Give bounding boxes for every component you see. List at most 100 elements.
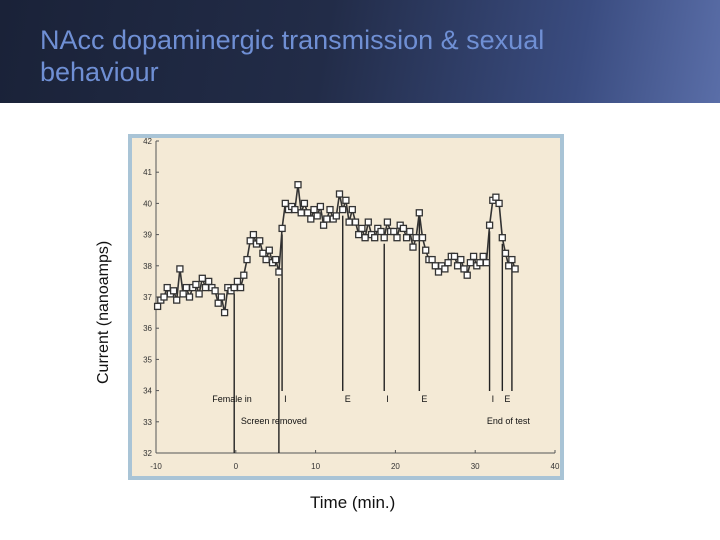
data-point	[294, 181, 302, 189]
data-point	[482, 259, 491, 267]
data-point	[249, 230, 258, 239]
data-point	[351, 218, 360, 226]
data-point	[428, 255, 436, 264]
data-point	[220, 308, 229, 317]
data-point	[431, 262, 439, 270]
data-point	[176, 265, 184, 273]
current-time-chart: 32 33 34 35 36 37 38 39 40 41 42 -10 0 10 20 30 40 Female…	[128, 134, 564, 480]
x-tick-label: 30	[471, 462, 480, 471]
data-point	[211, 287, 219, 295]
data-point	[469, 252, 478, 261]
data-point	[278, 224, 286, 233]
data-point	[355, 230, 363, 239]
data-point	[281, 199, 289, 208]
data-point	[377, 227, 385, 236]
y-axis-label: Current (nanoamps)	[95, 240, 112, 384]
event-label: End of test	[487, 416, 531, 426]
event-label: E	[504, 394, 510, 404]
event-label: I	[284, 394, 287, 404]
data-point	[444, 259, 452, 267]
event-label: I	[492, 394, 495, 404]
data-point	[214, 299, 222, 307]
data-point	[240, 271, 248, 279]
data-point	[466, 259, 475, 267]
data-point	[415, 209, 423, 217]
data-point	[233, 277, 242, 286]
data-point	[179, 290, 187, 298]
event-label: Female in	[212, 394, 252, 404]
data-point	[335, 190, 344, 198]
y-tick-label: 39	[143, 231, 152, 240]
event-label: Screen removed	[241, 416, 307, 426]
data-point	[182, 283, 190, 292]
data-point	[163, 283, 171, 292]
data-point	[256, 237, 264, 245]
data-point	[453, 262, 462, 270]
data-point	[402, 234, 411, 242]
data-point	[323, 215, 331, 223]
data-point	[498, 234, 506, 242]
data-point	[310, 205, 318, 214]
y-tick-label: 38	[143, 262, 152, 271]
data-point	[153, 302, 162, 311]
data-point	[383, 218, 392, 226]
x-tick-label: 0	[234, 462, 239, 471]
data-point	[485, 221, 494, 229]
data-point	[511, 265, 519, 273]
data-point	[332, 212, 340, 220]
plot-area	[132, 138, 560, 476]
data-point	[326, 205, 334, 214]
y-tick-label: 34	[143, 387, 152, 396]
y-tick-label: 33	[143, 418, 152, 427]
data-point	[201, 283, 210, 292]
slide-header	[0, 0, 720, 103]
data-point	[348, 205, 356, 214]
data-point	[316, 202, 325, 211]
data-point	[198, 274, 206, 282]
data-point	[272, 255, 280, 264]
x-tick-label: -10	[150, 462, 162, 471]
data-point	[434, 268, 443, 276]
x-axis-label: Time (min.)	[310, 493, 396, 512]
data-point	[390, 227, 398, 236]
y-tick-label: 42	[143, 137, 152, 146]
data-point	[457, 255, 465, 264]
data-point	[297, 209, 305, 217]
data-point	[508, 255, 516, 264]
x-tick-label: 40	[551, 462, 560, 471]
data-point	[399, 224, 408, 233]
data-point	[393, 234, 401, 242]
data-point	[195, 290, 203, 298]
y-tick-label: 35	[143, 355, 152, 364]
data-point	[185, 293, 194, 301]
data-point	[291, 205, 299, 214]
y-tick-label: 36	[143, 324, 152, 333]
y-tick-label: 32	[143, 449, 152, 458]
data-point	[243, 255, 251, 264]
data-point	[313, 212, 321, 220]
data-point	[418, 234, 427, 242]
data-point	[492, 193, 500, 201]
data-point	[307, 215, 315, 223]
data-point	[495, 199, 503, 208]
data-point	[361, 234, 369, 242]
data-point	[230, 283, 238, 292]
y-tick-label: 41	[143, 168, 152, 177]
event-label: E	[345, 394, 351, 404]
data-point	[479, 252, 487, 261]
data-point	[319, 221, 328, 229]
data-point	[460, 265, 468, 273]
x-tick-label: 10	[311, 462, 320, 471]
data-point	[409, 243, 417, 251]
data-point	[217, 293, 226, 301]
data-point	[265, 246, 273, 254]
data-point	[303, 209, 312, 217]
data-point	[275, 268, 283, 276]
data-point	[412, 234, 420, 242]
data-point	[345, 218, 353, 226]
y-tick-label: 40	[143, 199, 152, 208]
data-point	[463, 271, 471, 279]
data-point	[450, 252, 459, 261]
data-point	[505, 262, 513, 270]
data-point	[406, 227, 414, 236]
